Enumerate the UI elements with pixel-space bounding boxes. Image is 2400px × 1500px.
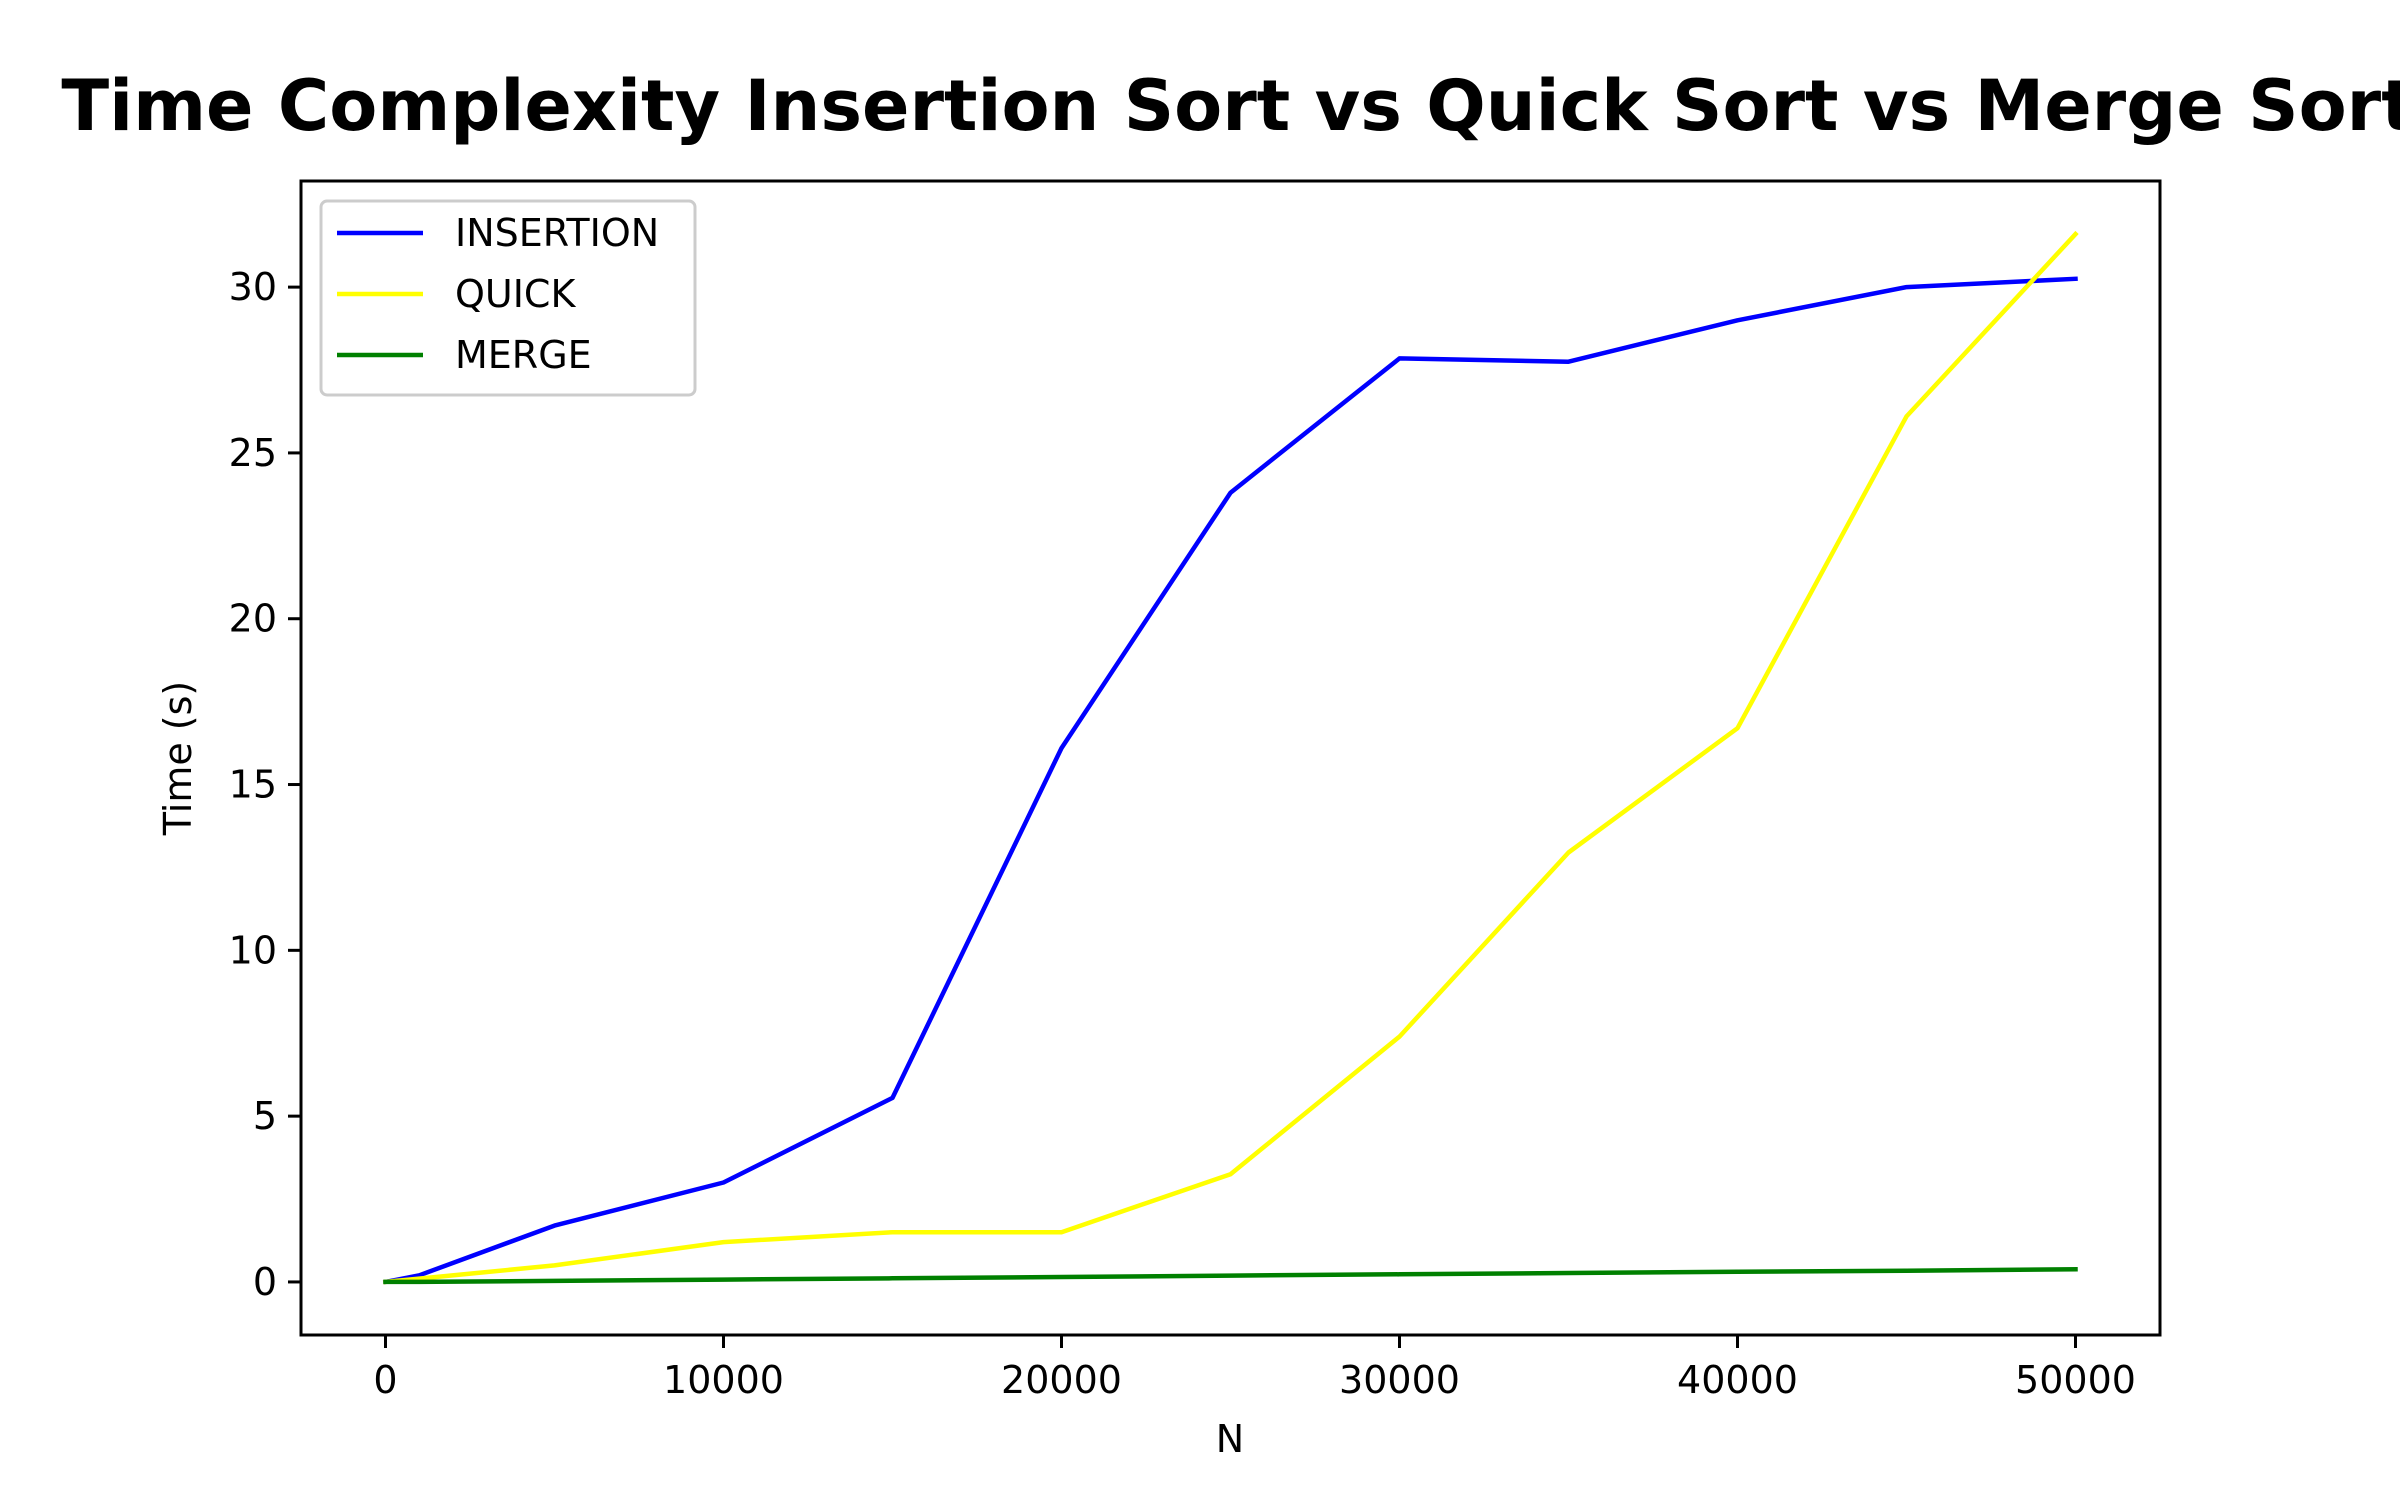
y-tick-label: 30: [229, 265, 277, 309]
legend-label-insertion: INSERTION: [455, 211, 659, 255]
y-axis: 0 5 10 15 20 25 30: [229, 265, 301, 1304]
plot-area: [382, 230, 2079, 1285]
x-tick-label: 0: [373, 1358, 397, 1402]
legend-label-quick: QUICK: [455, 272, 576, 316]
axes-frame: [299, 179, 2162, 1337]
series-line-quick: [383, 230, 2079, 1285]
series-line-merge: [383, 1267, 2078, 1285]
x-tick-label: 20000: [1001, 1358, 1122, 1402]
x-axis-label: N: [1216, 1417, 1244, 1461]
y-tick-label: 25: [229, 431, 277, 475]
x-tick-label: 30000: [1339, 1358, 1460, 1402]
y-tick-label: 5: [253, 1094, 277, 1138]
legend-label-merge: MERGE: [455, 333, 592, 377]
chart-title: Time Complexity Insertion Sort vs Quick …: [61, 65, 2400, 147]
series-line-insertion: [382, 276, 2078, 1285]
y-tick-label: 0: [253, 1260, 277, 1304]
x-tick-label: 10000: [663, 1358, 784, 1402]
x-tick-label: 40000: [1677, 1358, 1798, 1402]
y-tick-label: 15: [229, 763, 277, 807]
y-axis-label: Time (s): [156, 681, 200, 837]
legend: INSERTION QUICK MERGE: [319, 199, 697, 397]
x-tick-label: 50000: [2015, 1358, 2136, 1402]
x-axis: 0 10000 20000 30000 40000 50000: [373, 1335, 2136, 1402]
legend-box: [319, 199, 697, 397]
y-tick-label: 10: [229, 928, 277, 972]
y-tick-label: 20: [229, 597, 277, 641]
